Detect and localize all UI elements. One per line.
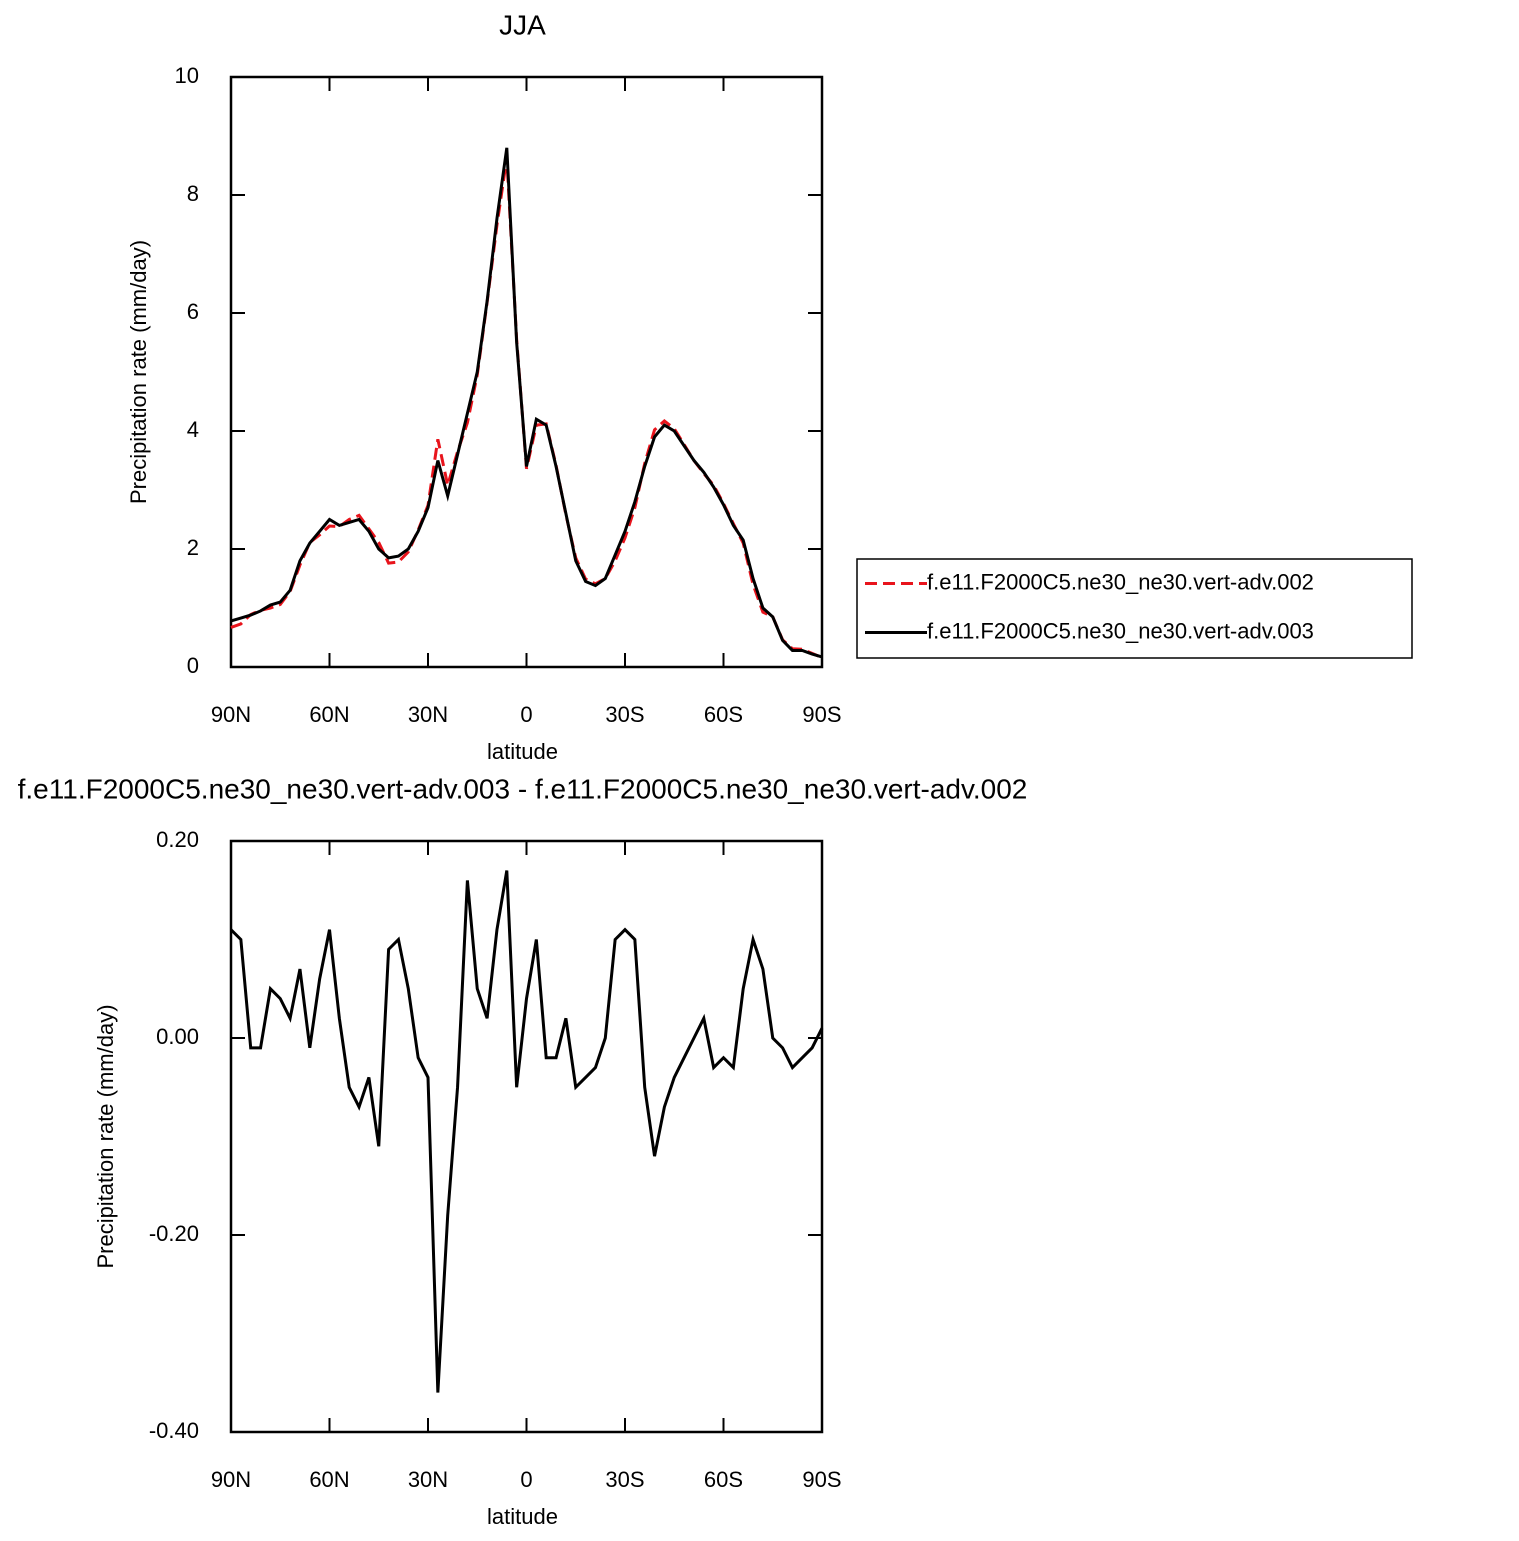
x-tick-label: 0 [520,1467,532,1492]
y-tick-label: 0 [187,653,199,678]
x-axis-label: latitude [487,739,558,764]
y-tick-label: 0.20 [156,827,199,852]
x-tick-label: 60S [704,1467,743,1492]
x-tick-label: 0 [520,702,532,727]
plot-frame [229,839,824,1434]
y-tick-label: 2 [187,535,199,560]
y-axis-label: Precipitation rate (mm/day) [126,240,151,504]
x-tick-label: 60N [309,702,349,727]
y-tick-label: 6 [187,299,199,324]
x-tick-label: 30S [605,702,644,727]
y-axis-label: Precipitation rate (mm/day) [93,1004,118,1268]
plot-frame [229,75,824,669]
x-tick-label: 30N [408,702,448,727]
data-line [230,147,823,659]
legend-label: f.e11.F2000C5.ne30_ne30.vert-adv.003 [927,618,1314,643]
legend-label: f.e11.F2000C5.ne30_ne30.vert-adv.002 [927,569,1314,594]
x-tick-label: 90N [211,1467,251,1492]
data-line [230,157,823,659]
chart-title: f.e11.F2000C5.ne30_ne30.vert-adv.003 - f… [18,773,1028,804]
x-tick-label: 90N [211,702,251,727]
legend-box [856,558,1413,659]
y-tick-label: 10 [175,63,199,88]
y-tick-label: -0.20 [149,1221,199,1246]
y-tick-label: -0.40 [149,1418,199,1443]
x-tick-label: 90S [802,702,841,727]
x-axis-label: latitude [487,1504,558,1529]
x-tick-label: 30N [408,1467,448,1492]
data-line [229,870,824,1393]
y-tick-label: 8 [187,181,199,206]
y-tick-label: 0.00 [156,1024,199,1049]
chart-title: JJA [499,9,546,40]
x-tick-label: 90S [802,1467,841,1492]
x-tick-label: 60S [704,702,743,727]
x-tick-label: 30S [605,1467,644,1492]
x-tick-label: 60N [309,1467,349,1492]
y-tick-label: 4 [187,417,199,442]
